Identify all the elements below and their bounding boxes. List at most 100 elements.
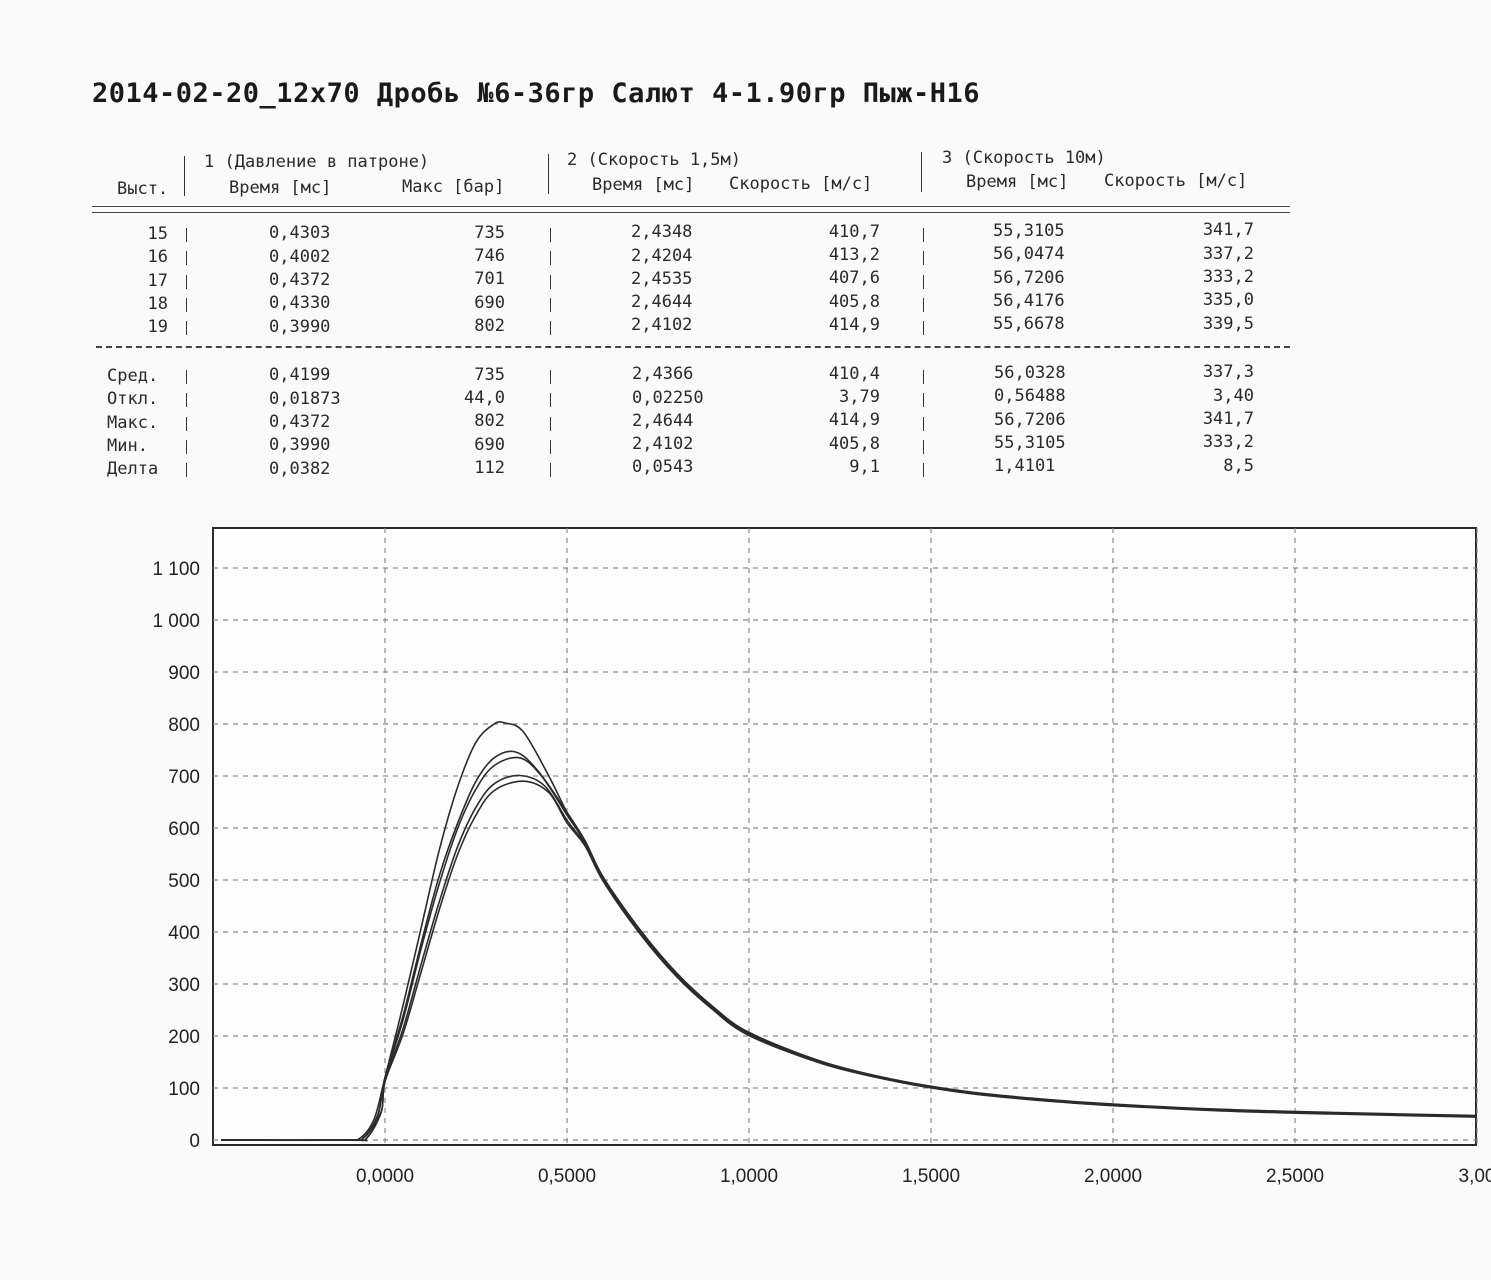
table-separator bbox=[186, 439, 187, 454]
pressure-series-line bbox=[221, 756, 1478, 1142]
table-separator bbox=[923, 274, 924, 289]
group-header-speed-10m: 3 (Скорость 10м) bbox=[942, 148, 1106, 168]
table-separator bbox=[548, 154, 549, 194]
pressure-series-line bbox=[221, 774, 1478, 1142]
table-separator bbox=[550, 439, 551, 454]
col-header-max-bar: Макс [бар] bbox=[402, 177, 505, 197]
y-tick-label: 800 bbox=[168, 715, 200, 736]
stats-row-cell-time-2: 2,4644 bbox=[632, 410, 694, 431]
x-tick-label: 1,5000 bbox=[902, 1166, 960, 1187]
table-row-cell-time-2: 2,4644 bbox=[631, 292, 693, 313]
y-tick-label: 100 bbox=[168, 1079, 200, 1100]
y-tick-label: 0 bbox=[189, 1131, 200, 1152]
pressure-series-line bbox=[221, 750, 1478, 1142]
stats-row-cell-time-2: 0,02250 bbox=[632, 387, 704, 408]
col-header-time-1: Время [мс] bbox=[229, 178, 332, 198]
table-row-cell-max-bar: 746 bbox=[474, 246, 505, 267]
table-separator bbox=[550, 416, 551, 431]
table-separator bbox=[184, 156, 185, 196]
table-separator bbox=[186, 321, 187, 336]
table-row-cell-time-3: 55,6678 bbox=[993, 314, 1065, 335]
table-row-cell-time-3: 56,0474 bbox=[993, 244, 1065, 265]
col-header-speed-2: Скорость [м/с] bbox=[729, 174, 873, 194]
y-tick-label: 1 100 bbox=[152, 559, 200, 580]
table-separator bbox=[923, 463, 924, 478]
stats-row-cell-time-1: 0,4199 bbox=[269, 365, 331, 386]
x-tick-label: 0,0000 bbox=[356, 1166, 414, 1187]
table-row-cell-speed-2: 413,2 bbox=[828, 244, 880, 265]
table-row-cell-time-2: 2,4204 bbox=[631, 245, 693, 266]
stats-row-cell-speed-3: 333,2 bbox=[1202, 432, 1254, 453]
col-header-speed-3: Скорость [м/с] bbox=[1104, 171, 1248, 191]
table-row-cell-speed-2: 407,6 bbox=[828, 268, 880, 289]
table-separator bbox=[550, 463, 551, 478]
stats-row-cell-shot: Мин. bbox=[107, 435, 148, 456]
table-separator bbox=[923, 370, 924, 384]
stats-row-cell-shot: Откл. bbox=[107, 389, 159, 410]
table-separator bbox=[921, 152, 922, 192]
table-row-cell-speed-2: 405,8 bbox=[828, 291, 880, 312]
table-row-cell-speed-3: 335,0 bbox=[1202, 290, 1254, 311]
table-row-cell-time-1: 0,4372 bbox=[269, 270, 331, 290]
table-row-cell-time-1: 0,4330 bbox=[269, 293, 331, 314]
table-row-cell-speed-3: 339,5 bbox=[1202, 313, 1254, 334]
table-row-cell-max-bar: 701 bbox=[474, 269, 505, 290]
stats-row-cell-time-1: 0,0382 bbox=[269, 458, 331, 479]
stats-row-cell-time-2: 2,4102 bbox=[632, 434, 694, 455]
x-tick-label: 2,5000 bbox=[1266, 1166, 1324, 1187]
pressure-series-line bbox=[221, 780, 1478, 1142]
table-separator bbox=[186, 393, 187, 408]
table-row-cell-time-2: 2,4102 bbox=[631, 315, 693, 336]
y-tick-label: 1 000 bbox=[152, 611, 200, 632]
x-tick-label: 1,0000 bbox=[720, 1166, 778, 1187]
y-tick-label: 200 bbox=[168, 1027, 200, 1048]
table-row-cell-max-bar: 690 bbox=[474, 292, 505, 313]
table-separator bbox=[550, 297, 551, 312]
table-separator bbox=[186, 370, 187, 384]
stats-row-cell-speed-2: 405,8 bbox=[828, 433, 880, 454]
table-row-cell-shot: 19 bbox=[147, 317, 168, 338]
stats-row-cell-time-2: 2,4366 bbox=[632, 364, 694, 385]
stats-row-cell-speed-2: 414,9 bbox=[828, 410, 880, 431]
stats-row-cell-speed-2: 3,79 bbox=[839, 386, 880, 407]
stats-row-cell-time-3: 56,7206 bbox=[994, 409, 1066, 430]
table-row-cell-speed-3: 341,7 bbox=[1202, 220, 1254, 241]
y-tick-label: 700 bbox=[168, 767, 200, 788]
col-header-time-2: Время [мс] bbox=[592, 175, 695, 195]
stats-row-cell-max-bar: 735 bbox=[474, 364, 505, 385]
table-separator bbox=[550, 274, 551, 289]
x-tick-label: 3,00 bbox=[1459, 1166, 1491, 1187]
table-row-cell-time-1: 0,4303 bbox=[269, 223, 331, 244]
table-row-cell-shot: 18 bbox=[147, 293, 168, 314]
table-header-rule bbox=[92, 206, 1290, 213]
table-row-cell-speed-2: 414,9 bbox=[828, 314, 880, 335]
table-separator bbox=[186, 297, 187, 312]
table-row-cell-shot: 17 bbox=[147, 270, 168, 291]
table-separator bbox=[923, 251, 924, 266]
table-row-cell-shot: 16 bbox=[147, 247, 168, 268]
plot-frame bbox=[212, 527, 1477, 1146]
table-separator bbox=[923, 393, 924, 408]
table-separator bbox=[186, 274, 187, 289]
stats-row-cell-max-bar: 44,0 bbox=[464, 388, 505, 409]
table-row-cell-speed-3: 337,2 bbox=[1202, 243, 1254, 264]
table-separator bbox=[550, 228, 551, 242]
table-row-cell-max-bar: 735 bbox=[474, 222, 505, 243]
table-separator bbox=[550, 393, 551, 408]
table-row-cell-time-1: 0,4002 bbox=[269, 246, 331, 267]
col-header-time-3: Время [мс] bbox=[966, 172, 1069, 192]
table-separator bbox=[186, 228, 187, 242]
table-row-cell-time-2: 2,4535 bbox=[631, 268, 693, 289]
pressure-series-line bbox=[221, 721, 1478, 1142]
stats-row-cell-speed-3: 341,7 bbox=[1202, 409, 1254, 429]
y-tick-label: 300 bbox=[168, 975, 200, 996]
table-separator bbox=[923, 321, 924, 336]
stats-row-cell-time-1: 0,4372 bbox=[269, 412, 331, 432]
table-row-cell-time-3: 55,3105 bbox=[993, 221, 1065, 241]
col-header-shot: Выст. bbox=[117, 179, 169, 199]
table-row-cell-speed-2: 410,7 bbox=[828, 221, 880, 242]
table-stats-rule bbox=[96, 346, 1290, 348]
stats-row-cell-shot: Делта bbox=[107, 459, 159, 480]
x-tick-label: 0,5000 bbox=[538, 1166, 596, 1187]
stats-row-cell-time-3: 0,56488 bbox=[994, 386, 1066, 407]
